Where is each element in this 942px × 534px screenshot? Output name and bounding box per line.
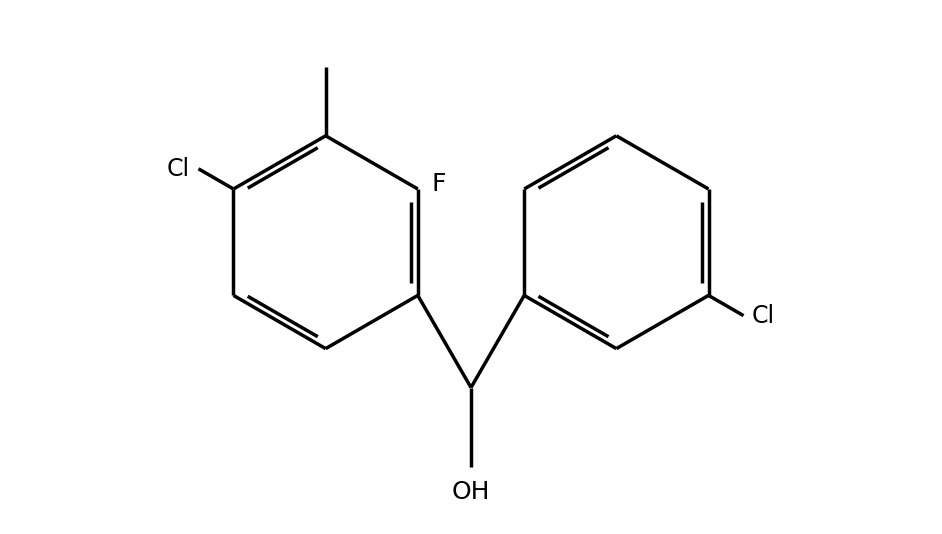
Text: F: F — [431, 171, 447, 195]
Text: OH: OH — [452, 480, 490, 504]
Text: Cl: Cl — [167, 157, 190, 181]
Text: Cl: Cl — [752, 304, 775, 328]
